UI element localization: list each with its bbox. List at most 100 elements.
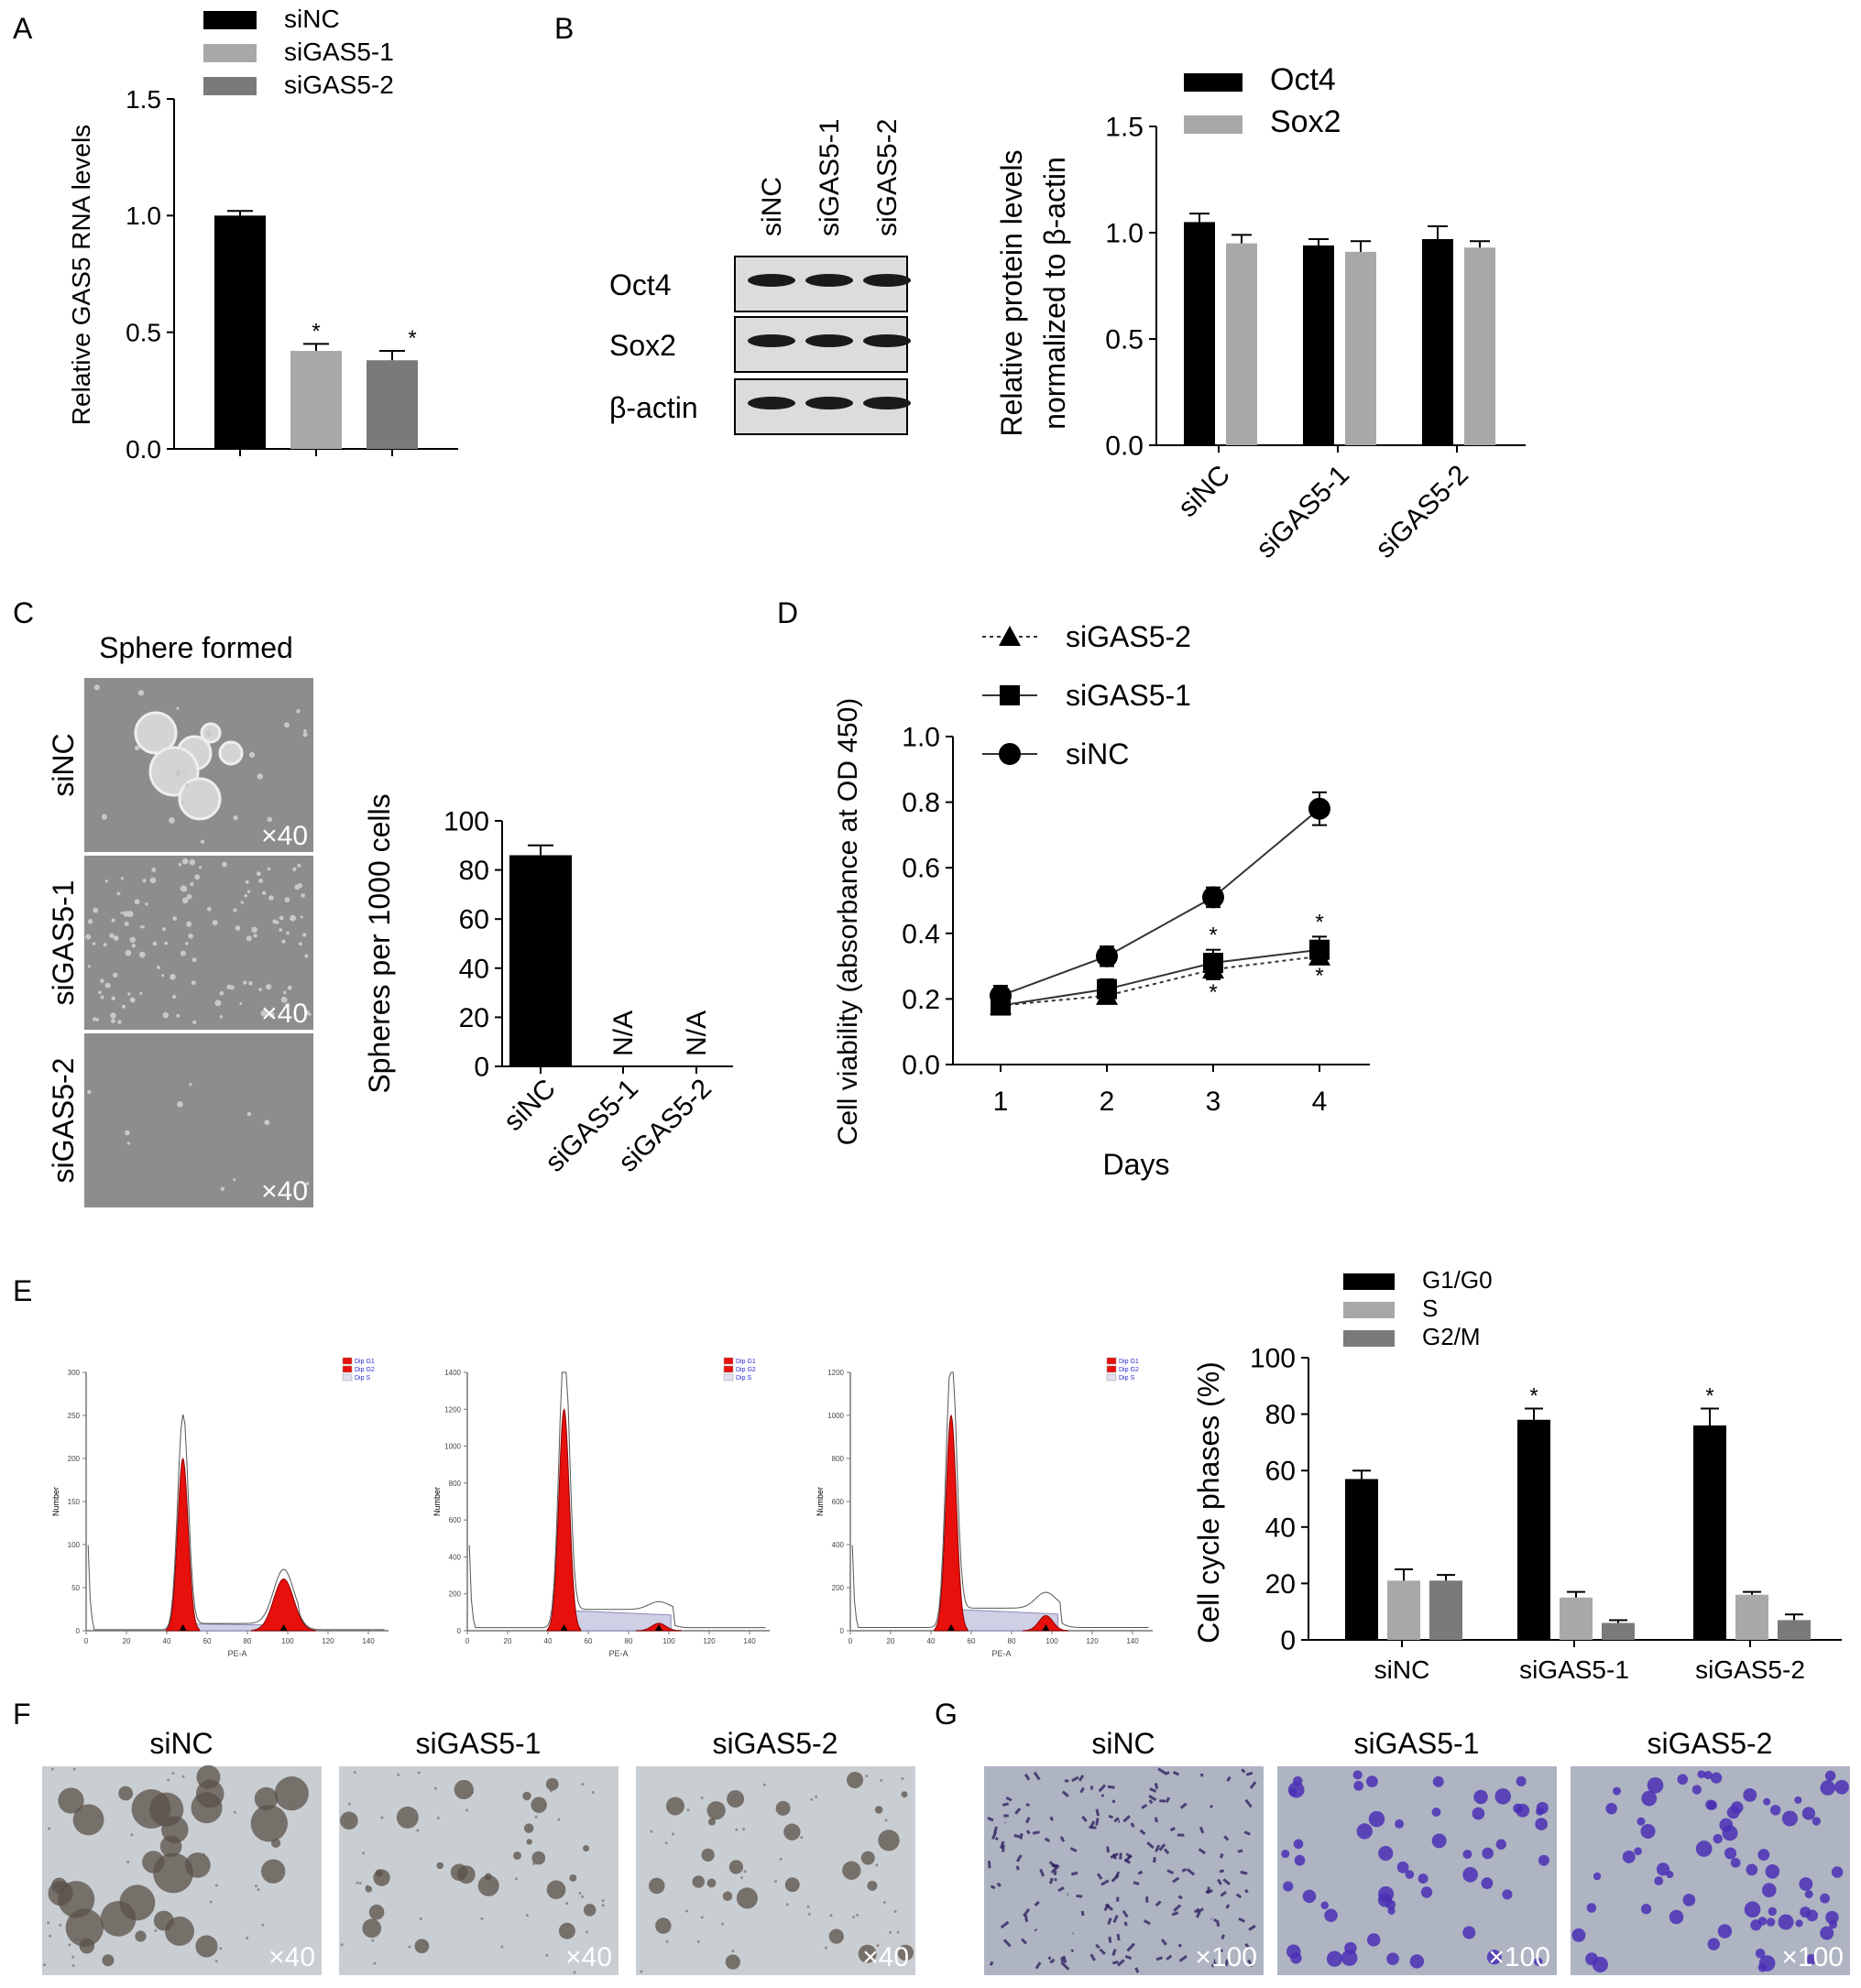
cell-dot: [151, 868, 157, 872]
stained-cell: [1805, 1954, 1817, 1965]
cell-dot: [266, 984, 272, 990]
y-tick-label: 200: [832, 1584, 845, 1592]
sphere: [512, 1851, 522, 1861]
legend-swatch: [1343, 1273, 1395, 1290]
cell-dot: [650, 1830, 653, 1833]
stained-cell: [1432, 1775, 1444, 1787]
stained-cell: [1472, 1807, 1485, 1820]
cell-dot: [365, 1885, 368, 1889]
mini-legend-swatch: [723, 1365, 734, 1373]
cell-dot: [417, 1771, 421, 1775]
cell-dot: [116, 891, 121, 896]
cell-dot: [172, 1922, 176, 1926]
stained-cell: [1060, 1957, 1065, 1962]
legend-entry: siNC: [203, 5, 340, 33]
cell-dot: [305, 1181, 310, 1185]
cell-dot: [205, 730, 212, 737]
y-tick-label: 1200: [827, 1369, 844, 1377]
sphere: [100, 1901, 137, 1937]
bar-g2-m: [1778, 1620, 1811, 1640]
sphere: [569, 1874, 577, 1882]
cell-dot: [71, 1963, 75, 1967]
stained-cell: [1023, 1907, 1031, 1917]
cell-dot: [852, 1915, 856, 1918]
cell-dot: [416, 1829, 420, 1832]
bar-s: [1735, 1594, 1768, 1640]
cell-dot: [48, 1827, 51, 1830]
stained-cell: [1178, 1955, 1188, 1962]
marker-circle: [999, 743, 1021, 765]
stained-cell: [1000, 1920, 1010, 1929]
cell-dot: [87, 1089, 92, 1095]
cell-dot: [113, 935, 119, 941]
stained-cell: [1634, 1847, 1642, 1856]
stained-cell: [1133, 1881, 1140, 1885]
sphere: [271, 1838, 281, 1848]
cell-dot: [174, 770, 181, 777]
cell-dot: [735, 1828, 739, 1831]
stained-cell: [1130, 1822, 1135, 1829]
cell-dot: [875, 1863, 879, 1867]
cell-dot: [743, 1870, 747, 1873]
legend-swatch: [203, 77, 257, 95]
cell-dot: [168, 816, 175, 824]
magnification-label: ×100: [1488, 1942, 1550, 1972]
sphere: [102, 1954, 115, 1967]
stained-cell: [1108, 1815, 1113, 1819]
sphere: [118, 1786, 134, 1801]
stained-cell: [991, 1831, 997, 1841]
cell-dot: [101, 814, 108, 820]
cell-dot: [292, 867, 297, 872]
marker-square: [1309, 939, 1330, 960]
cell-dot: [686, 1808, 690, 1812]
stained-cell: [1586, 1903, 1597, 1913]
stained-cell: [1283, 1881, 1294, 1892]
stained-cell: [1054, 1877, 1057, 1882]
stained-cell: [1799, 1877, 1813, 1891]
cell-dot: [545, 1954, 549, 1958]
mini-legend-label: Dip G1: [355, 1359, 375, 1365]
stained-cell: [1177, 1943, 1183, 1948]
y-tick-label: 40: [1265, 1513, 1296, 1543]
cell-dot: [243, 980, 247, 985]
cell-dot: [581, 1783, 585, 1786]
stained-cell: [1766, 1917, 1776, 1927]
stained-cell: [1682, 1894, 1696, 1906]
stained-cell: [1193, 1907, 1200, 1914]
panel-b-chart: Oct4 Sox2 0.0 0.5 1.0 1.5 siNC siGAS5-1 siGAS5-2…: [995, 62, 1526, 564]
cell-dot: [194, 874, 201, 880]
cell-dot: [358, 1882, 362, 1885]
stained-cell: [996, 1882, 1002, 1887]
mini-legend-label: Dip S: [355, 1375, 370, 1382]
stained-cell: [1164, 1771, 1170, 1775]
stained-cell: [1801, 1807, 1816, 1820]
cell-dot: [233, 1178, 236, 1182]
significance-star: *: [1209, 923, 1217, 948]
x-tick-label: 80: [244, 1637, 252, 1645]
cell-dot: [494, 1882, 498, 1885]
panel-b-y-label: normalized to β-actin: [1038, 157, 1071, 430]
stained-cell: [1534, 1957, 1543, 1966]
stained-cell: [987, 1861, 991, 1869]
y-tick-label: 0: [840, 1627, 845, 1635]
cell-dot: [65, 1900, 69, 1904]
stained-cell: [1171, 1911, 1179, 1917]
legend-swatch: [1184, 73, 1242, 92]
stained-cell: [1324, 1908, 1338, 1922]
sphere: [655, 1917, 672, 1934]
cell-dot: [356, 1881, 359, 1884]
stained-cell: [1049, 1816, 1055, 1821]
stained-cell: [1235, 1893, 1242, 1899]
cell-dot: [110, 1012, 116, 1019]
x-tick-label: 140: [362, 1637, 375, 1645]
y-tick-label: 1200: [444, 1405, 461, 1414]
cell-dot: [214, 1884, 218, 1887]
cell-dot: [130, 1833, 134, 1837]
cell-dot: [246, 935, 252, 942]
stained-cell: [1179, 1802, 1188, 1809]
stained-cell: [1205, 1889, 1213, 1894]
cell-dot: [181, 801, 185, 805]
y-tick-label: 100: [68, 1541, 81, 1549]
stained-cell: [1124, 1954, 1133, 1961]
stained-cell: [989, 1961, 994, 1966]
